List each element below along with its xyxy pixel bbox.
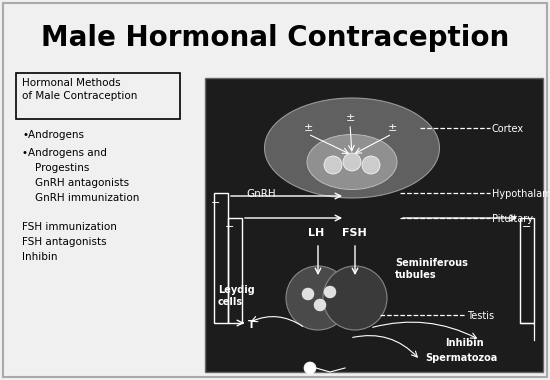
Text: Inhibin: Inhibin xyxy=(445,338,483,348)
Text: •Androgens and: •Androgens and xyxy=(22,148,107,158)
Circle shape xyxy=(304,362,316,374)
Text: −: − xyxy=(211,198,221,208)
Text: Male Hormonal Contraception: Male Hormonal Contraception xyxy=(41,24,509,52)
Text: GnRH immunization: GnRH immunization xyxy=(22,193,139,203)
Text: Spermatozoa: Spermatozoa xyxy=(425,353,497,363)
Text: Inhibin: Inhibin xyxy=(22,252,58,262)
Text: FSH: FSH xyxy=(342,228,367,238)
Text: Seminiferous
tubules: Seminiferous tubules xyxy=(395,258,468,280)
Ellipse shape xyxy=(265,98,439,198)
Circle shape xyxy=(324,156,342,174)
Text: •Androgens: •Androgens xyxy=(22,130,84,140)
Bar xyxy=(205,78,543,372)
Text: ±: ± xyxy=(303,123,313,133)
Circle shape xyxy=(343,153,361,171)
Circle shape xyxy=(324,286,336,298)
FancyBboxPatch shape xyxy=(16,73,180,119)
Text: FSH antagonists: FSH antagonists xyxy=(22,237,107,247)
Ellipse shape xyxy=(307,135,397,190)
Text: Hormonal Methods
of Male Contraception: Hormonal Methods of Male Contraception xyxy=(22,78,138,101)
Bar xyxy=(520,218,534,323)
Bar xyxy=(228,218,242,323)
Bar xyxy=(214,193,228,323)
Text: −: − xyxy=(522,222,532,232)
Text: Progestins: Progestins xyxy=(22,163,89,173)
Text: FSH immunization: FSH immunization xyxy=(22,222,117,232)
Circle shape xyxy=(314,299,326,311)
Circle shape xyxy=(286,266,350,330)
Circle shape xyxy=(302,288,314,300)
Text: T: T xyxy=(248,320,255,330)
Text: Testis: Testis xyxy=(467,311,494,321)
Text: GnRH antagonists: GnRH antagonists xyxy=(22,178,129,188)
Text: Pituitary: Pituitary xyxy=(492,214,533,224)
Circle shape xyxy=(362,156,380,174)
Circle shape xyxy=(323,266,387,330)
Text: Leydig
cells: Leydig cells xyxy=(218,285,255,307)
Text: ±: ± xyxy=(345,113,355,123)
Text: GnRH: GnRH xyxy=(246,189,276,199)
Text: Hypothalamus: Hypothalamus xyxy=(492,189,550,199)
Text: LH: LH xyxy=(308,228,324,238)
Text: Cortex: Cortex xyxy=(492,124,524,134)
Text: ±: ± xyxy=(387,123,397,133)
Text: −: − xyxy=(226,222,235,232)
